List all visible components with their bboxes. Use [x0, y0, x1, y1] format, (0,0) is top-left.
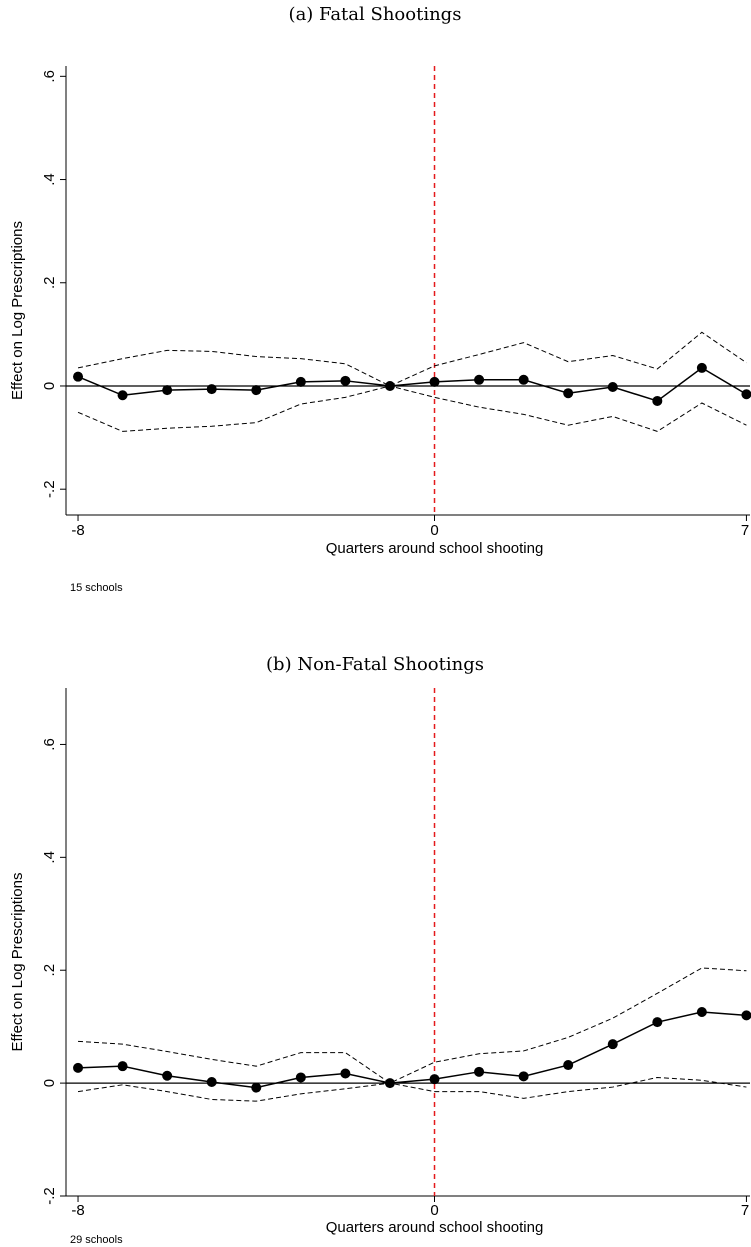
point	[652, 1017, 663, 1028]
point	[741, 1010, 751, 1021]
chart: (a) Fatal Shootings -.2 0 .2 .4 .6 -8 0 7 Quarter…	[9, 4, 751, 594]
y-tick-label: -.2	[41, 480, 58, 498]
ci-line	[77, 967, 747, 1084]
x-tick-label: -8	[71, 1202, 84, 1219]
point	[206, 1076, 217, 1087]
y-tick-label: .6	[41, 738, 58, 751]
point	[295, 376, 306, 387]
point	[340, 1068, 351, 1079]
point	[206, 384, 217, 395]
x-tick-label: 7	[741, 522, 749, 539]
point	[696, 362, 707, 373]
point	[741, 389, 751, 400]
x-axis-title: Quarters around school shooting	[326, 540, 544, 557]
y-tick-label: .2	[41, 964, 58, 977]
x-tick-label: 7	[741, 1202, 749, 1219]
y-tick-label: .4	[41, 173, 58, 186]
ci-line	[77, 1076, 747, 1102]
ci-line	[77, 385, 747, 432]
point	[117, 1061, 128, 1072]
point	[563, 388, 574, 399]
point	[474, 1066, 485, 1077]
point	[162, 1070, 173, 1081]
x-tick-label: 0	[430, 522, 438, 539]
point	[518, 1071, 529, 1082]
point	[73, 1062, 84, 1073]
note: 15 schools	[70, 582, 123, 594]
point	[251, 385, 262, 396]
point	[340, 375, 351, 386]
point	[607, 382, 618, 393]
x-tick-label: -8	[71, 522, 84, 539]
y-tick-label: 0	[41, 1079, 58, 1087]
y-axis-title: Effect on Log Prescriptions	[9, 873, 26, 1052]
point	[295, 1072, 306, 1083]
x-tick-label: 0	[430, 1202, 438, 1219]
y-tick-label: 0	[41, 382, 58, 390]
point	[73, 371, 84, 382]
point	[696, 1006, 707, 1017]
point	[429, 376, 440, 387]
estimate-line	[78, 1011, 747, 1089]
point	[162, 385, 173, 396]
chart-title: (a) Fatal Shootings	[289, 4, 462, 25]
point	[251, 1082, 262, 1093]
y-axis-title: Effect on Log Prescriptions	[9, 221, 26, 400]
point	[652, 395, 663, 406]
point	[429, 1074, 440, 1085]
ci-line	[77, 331, 747, 387]
point	[474, 374, 485, 385]
point	[563, 1060, 574, 1071]
note: 29 schools	[70, 1234, 123, 1246]
chart: (b) Non-Fatal Shootings -.2 0 .2 .4 .6 -8 0 7 Qua…	[9, 654, 751, 1246]
y-tick-label: -.2	[41, 1187, 58, 1205]
point	[518, 374, 529, 385]
y-tick-label: .2	[41, 277, 58, 290]
chart-title: (b) Non-Fatal Shootings	[266, 654, 484, 675]
y-tick-label: .4	[41, 851, 58, 864]
point	[607, 1039, 618, 1050]
y-tick-label: .6	[41, 70, 58, 83]
point	[117, 390, 128, 401]
x-axis-title: Quarters around school shooting	[326, 1219, 544, 1236]
estimate-line	[77, 367, 747, 402]
